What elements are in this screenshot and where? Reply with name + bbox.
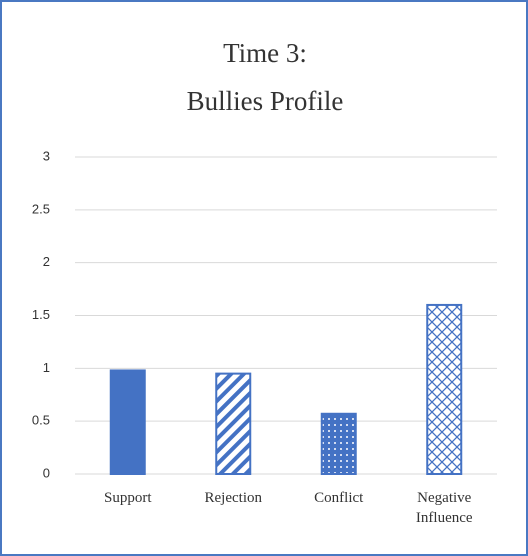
y-tick-label: 3: [43, 148, 50, 163]
y-tick-label: 2.5: [32, 201, 50, 216]
bar: [320, 412, 357, 475]
y-tick-label: 0.5: [32, 413, 50, 428]
x-tick-label: Rejection: [204, 490, 262, 506]
bar: [215, 372, 252, 475]
bar: [109, 369, 146, 475]
chart-title: Bullies Profile: [187, 86, 344, 116]
x-tick-label: Negative Influence: [415, 490, 473, 526]
y-tick-label: 0: [43, 465, 50, 480]
x-tick-label: Support: [103, 490, 152, 506]
y-tick-label: 2: [43, 254, 50, 269]
y-tick-label: 1: [43, 360, 50, 375]
y-tick-label: 1.5: [32, 307, 50, 322]
x-tick-label: Conflict: [314, 490, 364, 506]
chart-title: Time 3:: [223, 38, 307, 68]
bar: [426, 303, 463, 475]
